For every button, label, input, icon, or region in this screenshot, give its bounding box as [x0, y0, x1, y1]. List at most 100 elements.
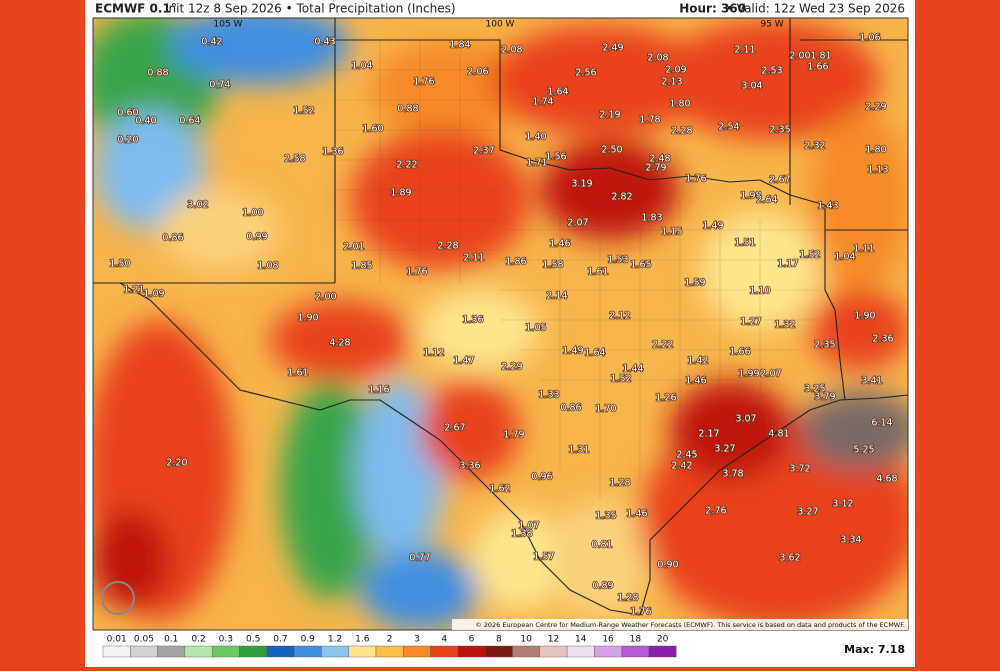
- precip-value-label: 2.14: [546, 291, 567, 302]
- precip-value-label: 0.60: [117, 108, 138, 119]
- precip-value-label: 1.81: [810, 51, 831, 62]
- colorbar-tick-label: 6: [469, 635, 475, 645]
- precip-value-label: 0.81: [591, 540, 612, 551]
- colorbar-swatch: [648, 645, 677, 658]
- precip-value-label: 2.29: [865, 102, 886, 113]
- precip-value-label: 2.06: [467, 67, 488, 78]
- precip-value-label: 5.25: [853, 445, 874, 456]
- precip-value-label: 2.48: [649, 154, 670, 165]
- precip-value-label: 1.60: [362, 124, 383, 135]
- precip-value-label: 2.64: [756, 195, 777, 206]
- colorbar-swatch: [321, 645, 349, 658]
- precip-value-label: 2.54: [718, 122, 739, 133]
- precip-value-label: 2.50: [601, 145, 622, 156]
- precip-value-label: 1.57: [533, 552, 554, 563]
- precip-value-label: 1.59: [684, 278, 705, 289]
- precip-value-label: 2.12: [609, 311, 630, 322]
- precip-value-label: 0.40: [135, 116, 156, 127]
- precip-value-label: 2.08: [647, 53, 668, 64]
- precip-value-label: 3.27: [797, 507, 818, 518]
- precip-value-label: 1.46: [626, 509, 647, 520]
- longitude-label: 100 W: [486, 20, 515, 30]
- precip-value-label: 1.74: [532, 97, 553, 108]
- precip-value-label: 1.53: [607, 255, 628, 266]
- colorbar-tick-label: 0.5: [246, 635, 260, 645]
- precip-value-label: 1.12: [423, 348, 444, 359]
- precip-value-label: 2.20: [166, 458, 187, 469]
- precip-value-label: 3.07: [735, 414, 756, 425]
- colorbar-tick-label: 3: [414, 635, 420, 645]
- precip-value-label: 1.38: [511, 529, 532, 540]
- precip-value-label: 0.88: [147, 68, 168, 79]
- precip-value-label: 1.00: [242, 208, 263, 219]
- county-grid: [335, 40, 820, 500]
- max-value: Max: 7.18: [844, 643, 905, 656]
- state-borders: [93, 18, 908, 616]
- precip-value-label: 1.17: [777, 259, 798, 270]
- precip-value-label: 2.28: [671, 126, 692, 137]
- precip-value-label: 1.61: [587, 267, 608, 278]
- precip-value-label: 1.76: [413, 77, 434, 88]
- precip-value-label: 1.46: [685, 376, 706, 387]
- precip-value-label: 3.19: [571, 179, 592, 190]
- precip-value-label: 2.22: [652, 340, 673, 351]
- precip-value-label: 4.28: [329, 338, 350, 349]
- precip-value-label: 2.37: [473, 146, 494, 157]
- colorbar-tick-label: 16: [602, 635, 614, 645]
- colorbar-swatch: [184, 645, 213, 658]
- colorbar-tick-label: 0.01: [107, 635, 127, 645]
- precip-value-label: 3.25: [804, 384, 825, 395]
- precip-value-label: 2.00: [315, 292, 336, 303]
- precip-value-label: 2.42: [671, 461, 692, 472]
- colorbar-swatch: [403, 645, 431, 658]
- colorbar-tick-label: 18: [630, 635, 642, 645]
- precip-value-label: 3.12: [832, 499, 853, 510]
- colorbar-tick-label: 10: [520, 635, 532, 645]
- precip-value-label: 0.42: [201, 37, 222, 48]
- precip-value-label: 0.96: [531, 472, 552, 483]
- precip-value-label: 0.77: [409, 553, 430, 564]
- precip-value-label: 3.34: [840, 535, 861, 546]
- precip-value-label: 2.56: [575, 68, 596, 79]
- precip-value-label: 3.62: [779, 553, 800, 564]
- precip-value-label: 1.36: [462, 315, 483, 326]
- precip-value-label: 1.61: [287, 368, 308, 379]
- colorbar-swatch: [102, 645, 131, 658]
- precip-value-label: 2.29: [501, 362, 522, 373]
- colorbar-tick-label: 0.2: [191, 635, 205, 645]
- precip-value-label: 1.76: [685, 174, 706, 185]
- precip-value-label: 1.98: [740, 191, 761, 202]
- header-info: Init 12z 8 Sep 2026 • Total Precipitatio…: [165, 2, 456, 16]
- precip-value-label: 1.90: [854, 311, 875, 322]
- precip-value-label: 2.79: [645, 163, 666, 174]
- colorbar-swatch: [239, 645, 267, 658]
- precip-value-label: 1.80: [669, 99, 690, 110]
- precip-value-label: 1.80: [865, 145, 886, 156]
- precip-value-label: 1.15: [661, 227, 682, 238]
- copyright-bg: [452, 619, 908, 630]
- precip-value-label: 6.14: [871, 418, 892, 429]
- precip-value-label: 1.42: [687, 356, 708, 367]
- precip-value-label: 0.99: [246, 232, 267, 243]
- precip-value-label: 2.35: [814, 340, 835, 351]
- colorbar-swatch: [430, 645, 459, 658]
- precip-value-label: 3.04: [741, 81, 762, 92]
- precip-value-label: 1.52: [610, 374, 631, 385]
- precip-value-label: 0.88: [397, 104, 418, 115]
- precip-value-label: 2.32: [804, 141, 825, 152]
- colorbar-tick-label: 0.9: [301, 635, 316, 645]
- precip-value-label: 1.89: [390, 188, 411, 199]
- precip-value-label: 1.40: [525, 132, 546, 143]
- precip-value-label: 1.99: [738, 369, 759, 380]
- precip-value-label: 1.26: [655, 393, 676, 404]
- colorbar-swatch: [621, 645, 650, 658]
- precip-value-label: 1.52: [799, 250, 820, 261]
- precip-value-label: 1.33: [538, 390, 559, 401]
- legend: 0.01 0.05 0.1 0.2 0.3 0.5 0.7 0.9 1.2 1.6 2 3 4 6 8 10 1…: [102, 635, 677, 658]
- precip-value-label: 1.70: [595, 404, 616, 415]
- precip-value-label: 1.35: [595, 511, 616, 522]
- precip-value-label: 4.81: [768, 429, 789, 440]
- precip-value-label: 2.11: [463, 253, 484, 264]
- precip-value-label: 1.86: [505, 257, 526, 268]
- precip-value-label: 0.86: [162, 233, 183, 244]
